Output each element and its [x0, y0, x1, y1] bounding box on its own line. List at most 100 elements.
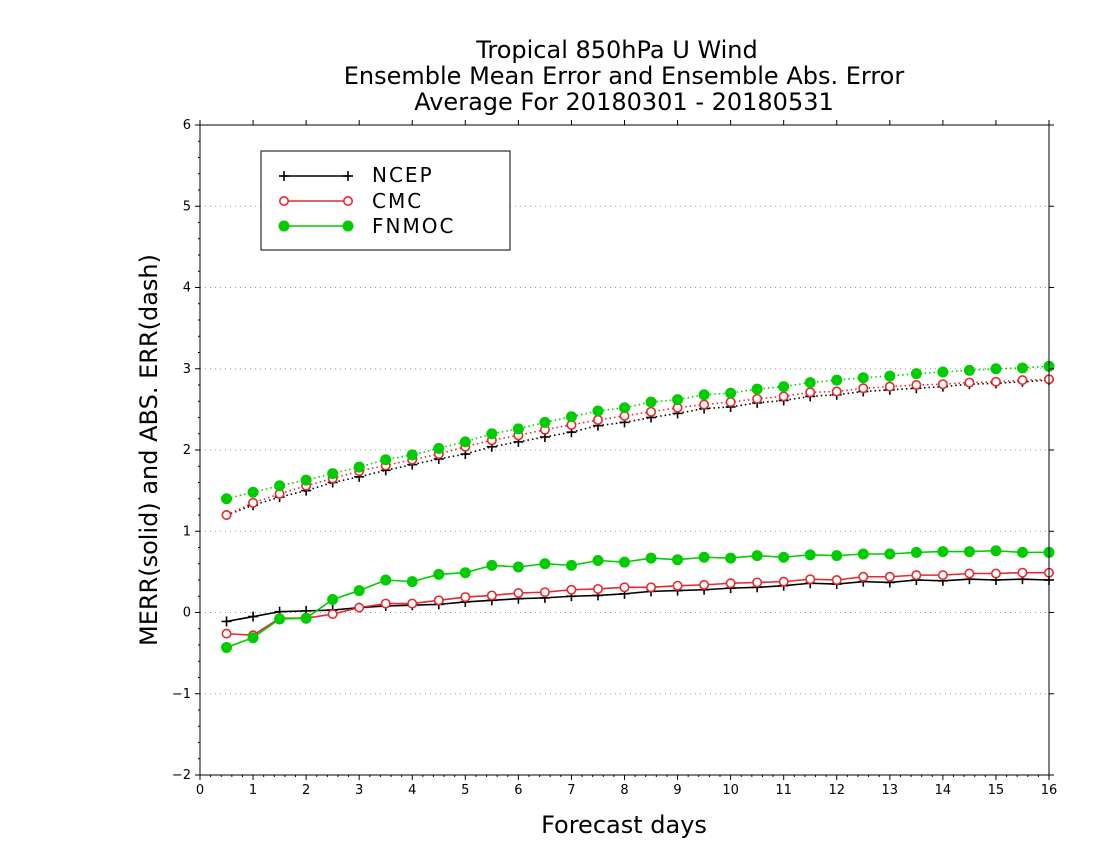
cmc-merr-point	[725, 578, 736, 589]
fnmoc-merr-point	[221, 641, 233, 653]
cmc-abs-err-point	[990, 376, 1001, 387]
fnmoc-merr-point	[1016, 546, 1028, 558]
fnmoc-abs-err-point	[804, 377, 816, 389]
x-tick-label: 5	[461, 783, 469, 798]
cmc-abs-err-point	[699, 399, 710, 410]
cmc-merr-point	[619, 582, 630, 593]
fnmoc-merr-point	[963, 546, 975, 558]
fnmoc-merr-point	[831, 550, 843, 562]
fnmoc-abs-err-point	[963, 364, 975, 376]
ncep-abs-err-line	[226, 379, 1050, 516]
fnmoc-merr-point	[512, 561, 524, 573]
x-tick-label: 15	[988, 783, 1005, 798]
fnmoc-merr-point	[698, 551, 710, 563]
cmc-merr-point	[407, 598, 418, 609]
x-tick-label: 3	[355, 783, 363, 798]
cmc-merr-point	[911, 570, 922, 581]
fnmoc-abs-err-point	[725, 387, 737, 399]
fnmoc-abs-err-line	[226, 365, 1050, 500]
cmc-merr-point	[964, 568, 975, 579]
cmc-abs-err-point	[911, 379, 922, 390]
cmc-merr-point	[566, 584, 577, 595]
fnmoc-abs-err-point	[433, 442, 445, 454]
x-tick-label: 13	[882, 783, 899, 798]
x-tick-label: 8	[620, 783, 628, 798]
fnmoc-merr-point	[751, 550, 763, 562]
cmc-merr-point	[778, 576, 789, 587]
fnmoc-merr-point	[619, 556, 630, 568]
y-tick-label: 0	[183, 606, 191, 621]
cmc-merr-point	[646, 582, 657, 593]
cmc-abs-err-point	[725, 397, 736, 408]
fnmoc-merr-point	[433, 568, 445, 580]
fnmoc-merr-point	[274, 613, 286, 625]
cmc-abs-err-point	[858, 383, 869, 394]
fnmoc-merr-point	[645, 552, 657, 564]
fnmoc-abs-err-point	[937, 366, 949, 378]
x-tick-label: 16	[1041, 783, 1058, 798]
fnmoc-abs-err-point	[274, 480, 286, 492]
fnmoc-abs-err-point	[486, 428, 498, 440]
cmc-abs-err-point	[778, 391, 789, 402]
ncep-merr-line	[226, 578, 1050, 623]
cmc-abs-err-point	[592, 414, 603, 425]
cmc-merr-point	[699, 579, 710, 590]
cmc-merr-point	[990, 568, 1001, 579]
fnmoc-abs-err-point	[565, 411, 577, 423]
cmc-merr-point	[858, 571, 869, 582]
fnmoc-merr-point	[672, 554, 684, 566]
x-tick-label: 10	[722, 783, 739, 798]
fnmoc-merr-point	[353, 585, 365, 597]
legend-marker-cmc	[278, 196, 289, 207]
fnmoc-abs-err-point	[672, 394, 684, 406]
x-tick-label: 2	[302, 783, 310, 798]
fnmoc-merr-point	[300, 612, 312, 624]
cmc-abs-err-point	[1017, 375, 1028, 386]
y-tick-label: 2	[183, 443, 191, 458]
legend-marker-ncep	[343, 171, 353, 181]
x-axis-label: Forecast days	[541, 811, 707, 839]
y-tick-label: 5	[183, 199, 191, 214]
chart-title-line-1: Tropical 850hPa U Wind	[475, 36, 758, 64]
fnmoc-abs-err-point	[300, 474, 312, 486]
fnmoc-merr-point	[857, 548, 869, 560]
cmc-abs-err-point	[248, 497, 259, 508]
fnmoc-merr-point	[247, 632, 259, 644]
x-tick-label: 0	[196, 783, 204, 798]
fnmoc-abs-err-point	[592, 405, 604, 417]
cmc-merr-point	[937, 570, 948, 581]
legend-marker-fnmoc	[342, 220, 354, 232]
fnmoc-merr-point	[380, 574, 392, 586]
cmc-merr-point	[486, 590, 497, 601]
fnmoc-abs-err-point	[539, 416, 551, 428]
fnmoc-merr-point	[804, 549, 816, 561]
fnmoc-abs-err-point	[380, 454, 392, 466]
x-tick-label: 6	[514, 783, 522, 798]
x-tick-label: 1	[249, 783, 257, 798]
fnmoc-abs-err-point	[247, 486, 259, 498]
fnmoc-merr-point	[937, 546, 949, 558]
fnmoc-abs-err-point	[698, 389, 710, 401]
legend: NCEP CMC FNMOC	[260, 150, 511, 251]
chart-title-line-3: Average For 20180301 - 20180531	[414, 88, 834, 116]
fnmoc-merr-point	[910, 546, 922, 558]
x-tick-label: 14	[935, 783, 952, 798]
cmc-merr-point	[592, 583, 603, 594]
cmc-merr-point	[513, 587, 524, 598]
cmc-abs-err-point	[752, 393, 763, 404]
cmc-merr-point	[831, 574, 842, 585]
fnmoc-merr-point	[778, 551, 790, 563]
cmc-merr-point	[433, 595, 444, 606]
y-tick-label: −1	[172, 687, 191, 702]
cmc-abs-err-point	[221, 509, 232, 520]
cmc-merr-point	[380, 598, 391, 609]
cmc-abs-err-line	[226, 378, 1050, 516]
cmc-merr-point	[752, 577, 763, 588]
ncep-merr-point	[248, 611, 259, 622]
fnmoc-merr-point	[539, 558, 551, 570]
x-tick-label: 11	[775, 783, 792, 798]
fnmoc-abs-err-point	[1016, 362, 1028, 374]
fnmoc-abs-err-point	[910, 368, 922, 380]
